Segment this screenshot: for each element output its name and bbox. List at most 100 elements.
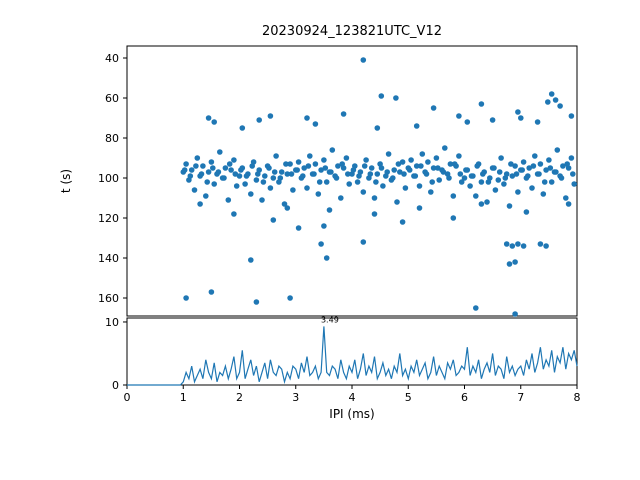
- scatter-point: [222, 165, 229, 171]
- scatter-point: [474, 163, 481, 169]
- scatter-point: [323, 179, 330, 185]
- scatter-point: [416, 205, 423, 211]
- scatter-point: [536, 171, 542, 177]
- scatter-point: [512, 311, 518, 317]
- scatter-point: [408, 157, 414, 163]
- scatter-point: [284, 171, 291, 177]
- scatter-point: [311, 171, 317, 177]
- y-tick-label: 80: [105, 132, 119, 145]
- scatter-point: [198, 171, 205, 177]
- top-axes-frame: [126, 45, 578, 317]
- scatter-point: [231, 157, 237, 163]
- scatter-point: [283, 161, 289, 167]
- scatter-point: [343, 155, 350, 161]
- scatter-point: [328, 169, 334, 175]
- scatter-point: [233, 183, 240, 189]
- scatter-point: [401, 171, 407, 177]
- scatter-point: [329, 147, 336, 153]
- scatter-point: [294, 167, 301, 173]
- scatter-point: [541, 179, 548, 185]
- scatter-point: [318, 241, 324, 247]
- scatter-point: [467, 183, 473, 189]
- scatter-point: [243, 173, 250, 179]
- scatter-point: [520, 243, 527, 249]
- scatter-point: [354, 179, 361, 185]
- scatter-point: [312, 121, 319, 127]
- x-ticks: 0 1 2 3 4 5 6 7 8: [124, 385, 581, 404]
- scatter-point: [339, 161, 346, 167]
- scatter-point: [456, 153, 462, 159]
- x-tick-label: 3: [292, 391, 299, 404]
- scatter-point: [345, 171, 351, 177]
- scatter-point: [304, 185, 310, 191]
- scatter-point: [260, 179, 267, 185]
- scatter-point: [191, 187, 198, 193]
- scatter-point: [242, 181, 248, 187]
- scatter-point: [435, 165, 441, 171]
- scatter-point: [253, 177, 260, 183]
- scatter-point: [440, 169, 447, 175]
- scatter-point: [248, 191, 254, 197]
- x-tick-label: 0: [124, 391, 131, 404]
- scatter-point: [307, 153, 313, 159]
- scatter-point: [546, 157, 552, 163]
- y-tick-label: 160: [98, 292, 119, 305]
- scatter-point: [473, 193, 479, 199]
- scatter-point: [525, 173, 531, 179]
- scatter-point: [399, 159, 406, 165]
- bottom-axes-frame: [126, 317, 578, 386]
- scatter-point: [335, 163, 341, 169]
- scatter-point: [553, 169, 559, 175]
- scatter-point: [393, 95, 399, 101]
- x-tick-label: 7: [517, 391, 524, 404]
- scatter-point: [473, 305, 479, 311]
- scatter-point: [287, 161, 293, 167]
- scatter-point: [425, 159, 431, 165]
- scatter-point: [391, 167, 398, 173]
- scatter-point: [295, 159, 302, 165]
- scatter-point: [231, 211, 237, 217]
- scatter-point: [267, 113, 274, 119]
- scatter-point: [506, 261, 513, 267]
- scatter-point: [529, 185, 535, 191]
- scatter-point: [515, 189, 521, 195]
- scatter-point: [200, 163, 206, 169]
- scatter-point: [554, 147, 561, 153]
- scatter-point: [187, 173, 194, 179]
- scatter-point: [266, 165, 272, 171]
- bottom-y-ticks: 0 10: [105, 316, 127, 392]
- scatter-point: [238, 167, 244, 173]
- scatter-point: [215, 169, 222, 175]
- scatter-point: [571, 181, 577, 187]
- x-tick-label: 5: [405, 391, 412, 404]
- scatter-point: [464, 119, 471, 125]
- scatter-point: [217, 149, 223, 155]
- scatter-point: [413, 123, 420, 129]
- scatter-point: [284, 205, 291, 211]
- scatter-point: [371, 195, 378, 201]
- scatter-point: [537, 241, 544, 247]
- scatter-point: [413, 163, 420, 169]
- scatter-point: [374, 125, 381, 131]
- scatter-point: [321, 223, 327, 229]
- scatter-point: [548, 91, 555, 97]
- scatter-point: [502, 175, 509, 181]
- scatter-point: [316, 179, 323, 185]
- scatter-point: [395, 161, 402, 167]
- scatter-point: [416, 183, 423, 189]
- scatter-point: [323, 255, 330, 261]
- scatter-point: [565, 201, 572, 207]
- chart-title: 20230924_123821UTC_V12: [261, 24, 442, 39]
- scatter-point: [419, 151, 426, 157]
- scatter-point: [478, 201, 485, 207]
- scatter-point: [560, 163, 566, 169]
- scatter-point: [428, 189, 434, 195]
- scatter-point: [360, 57, 367, 63]
- scatter-point: [446, 175, 452, 181]
- scatter-point: [552, 97, 559, 103]
- scatter-point: [253, 299, 260, 305]
- scatter-point: [228, 167, 234, 173]
- scatter-point: [423, 171, 430, 177]
- scatter-point: [484, 199, 490, 205]
